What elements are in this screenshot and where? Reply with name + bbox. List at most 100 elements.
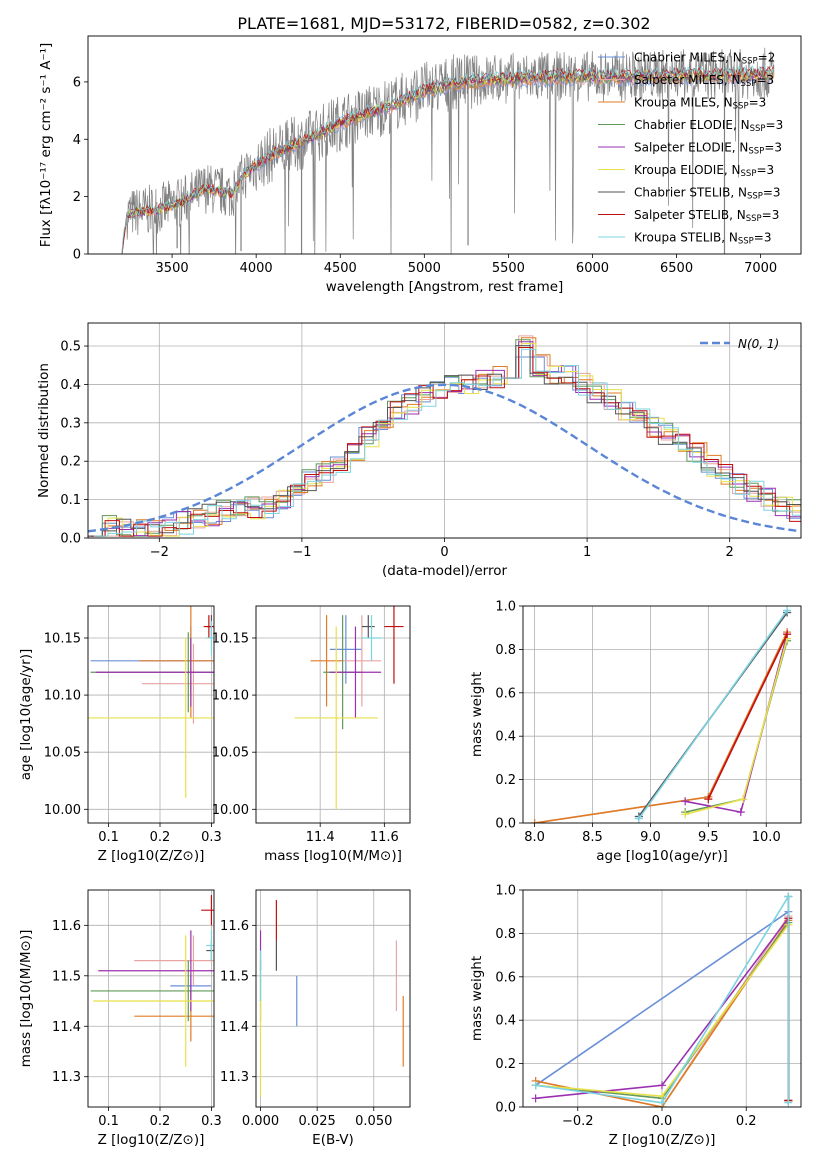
- series-marker-8-1: [658, 1098, 666, 1107]
- series-marker-7-0: [704, 795, 713, 804]
- x-axis-label: Z [log10(Z/Z⊙)]: [609, 1132, 716, 1148]
- panel-mass_weight_vs_Z: −0.2 0.0 0.2 0.0 0.2 0.4 0.6 0.8 1.0 Z [log10(Z/Z…: [469, 884, 802, 1148]
- x-tick-label: 0.025: [299, 1114, 336, 1129]
- x-tick-label: 11.4: [306, 830, 335, 845]
- y-tick-label: 0.8: [495, 643, 516, 658]
- x-tick-label: −2: [150, 545, 169, 560]
- y-tick-label: 0.2: [495, 773, 516, 788]
- x-tick-label: 0.2: [150, 1114, 171, 1129]
- legend-subscript: SSP: [746, 214, 762, 224]
- gaussian-curve: [88, 383, 799, 533]
- legend-tail: =3: [766, 118, 784, 132]
- figure-title: PLATE=1681, MJD=53172, FIBERID=0582, z=0…: [237, 14, 650, 33]
- histogram-step-8: [93, 348, 801, 537]
- y-tick-label: 11.3: [52, 1070, 81, 1085]
- series-marker-7-1: [783, 630, 792, 639]
- legend-text: Chabrier STELIB, N: [634, 186, 747, 200]
- x-tick-label: 10.0: [752, 830, 781, 845]
- y-tick-label: 10.15: [212, 631, 249, 646]
- y-tick-label: 10.00: [44, 803, 81, 818]
- histogram-step-6: [88, 345, 801, 537]
- legend-tail: =3: [754, 231, 772, 245]
- series-marker-4-1: [658, 1081, 666, 1090]
- series-line-0: [535, 911, 789, 1086]
- y-tick-label: 11.5: [220, 969, 249, 984]
- y-tick-label: 1.0: [495, 884, 516, 899]
- legend-tail: =3: [763, 186, 781, 200]
- legend-label-4: Salpeter ELODIE, NSSP=3: [634, 141, 782, 157]
- x-tick-label: 2: [726, 545, 734, 560]
- histogram-step-5: [93, 343, 801, 537]
- plot-area: [88, 606, 214, 798]
- x-tick-label: 0.2: [736, 1114, 757, 1129]
- x-tick-label: 3500: [156, 261, 189, 276]
- x-tick-label: 0.2: [150, 830, 171, 845]
- series-line-8: [535, 893, 790, 1104]
- axes-frame: [87, 889, 215, 1108]
- plot-area: [88, 335, 801, 537]
- y-tick-label: 10.05: [44, 746, 81, 761]
- y-tick-label: 11.6: [52, 919, 81, 934]
- y-tick-label: 11.5: [52, 969, 81, 984]
- legend-text: Kroupa MILES, N: [634, 96, 733, 110]
- legend-label-3: Chabrier ELODIE, NSSP=3: [634, 118, 783, 134]
- histogram-step-1: [90, 335, 801, 537]
- legend-text: Salpeter ELODIE, N: [634, 141, 748, 155]
- y-tick-label: 0.2: [60, 455, 81, 470]
- series-marker-4-0: [681, 797, 690, 806]
- y-tick-label: 0: [73, 248, 81, 263]
- legend-text: Chabrier ELODIE, N: [634, 118, 750, 132]
- series-marker-5-0: [681, 810, 690, 819]
- plot-area: [90, 895, 214, 1067]
- legend-label-2: Kroupa MILES, NSSP=3: [634, 96, 766, 112]
- y-tick-label: 0.5: [60, 340, 81, 355]
- x-tick-label: −0.2: [562, 1114, 594, 1129]
- legend-subscript: SSP: [742, 57, 758, 67]
- spectrum-model-8: [121, 65, 775, 254]
- y-tick-label: 11.4: [220, 1020, 249, 1035]
- x-tick-label: 4000: [240, 261, 273, 276]
- legend-subscript: SSP: [738, 237, 754, 247]
- y-tick-label: 10.00: [212, 803, 249, 818]
- y-tick-label: 6: [73, 75, 81, 90]
- legend-tail: =3: [762, 208, 780, 222]
- x-tick-label: 6000: [576, 261, 609, 276]
- y-tick-label: 0.3: [60, 416, 81, 431]
- legend-text: Salpeter STELIB, N: [634, 208, 746, 222]
- axes-frame: [522, 605, 802, 824]
- x-tick-label: −1: [292, 545, 311, 560]
- x-tick-label: 0.3: [201, 830, 222, 845]
- panel-mass_vs_Z: 0.1 0.2 0.3 11.3 11.4 11.5 11.6 Z [log10(Z/Z⊙)]…: [18, 889, 222, 1148]
- x-axis-label: Z [log10(Z/Z⊙)]: [98, 1132, 205, 1148]
- y-tick-label: 11.4: [52, 1020, 81, 1035]
- x-tick-label: 0: [440, 545, 448, 560]
- legend-subscript: SSP: [741, 79, 757, 89]
- histogram-step-4: [90, 341, 801, 537]
- histogram-step-2: [93, 337, 801, 537]
- axes-frame: [522, 889, 802, 1108]
- x-tick-label: 9.5: [698, 830, 719, 845]
- y-tick-label: 1.0: [495, 600, 516, 615]
- panel-age_vs_Z: 0.1 0.2 0.3 10.00 10.05 10.10 10.15 Z [log10(Z/…: [18, 605, 222, 864]
- panel-mass_vs_EBV: 0.000 0.025 0.050 11.3 11.4 11.5 11.6 E(B-V): [220, 889, 411, 1148]
- legend-text: Salpeter MILES, N: [634, 73, 741, 87]
- x-axis-label: (data-model)/error: [382, 563, 508, 579]
- y-tick-label: 10.10: [44, 689, 81, 704]
- x-tick-label: 0.3: [201, 1114, 222, 1129]
- series-line-4: [685, 633, 788, 814]
- series-marker-8-1: [783, 606, 792, 615]
- x-tick-label: 6500: [660, 261, 693, 276]
- x-tick-label: 8.0: [524, 830, 545, 845]
- y-axis-label: mass [log10(M/M⊙)]: [18, 930, 34, 1068]
- x-tick-label: 11.6: [370, 830, 399, 845]
- series-marker-4-0: [531, 1094, 540, 1103]
- x-axis-label: Z [log10(Z/Z⊙)]: [98, 848, 205, 864]
- axes-frame: [87, 605, 215, 824]
- series-marker-8-3: [784, 1098, 793, 1107]
- x-tick-label: 4500: [324, 261, 357, 276]
- legend-tail: =3: [756, 163, 774, 177]
- x-tick-label: 5000: [408, 261, 441, 276]
- series-marker-2-0: [530, 819, 539, 823]
- plot-area: [531, 892, 793, 1107]
